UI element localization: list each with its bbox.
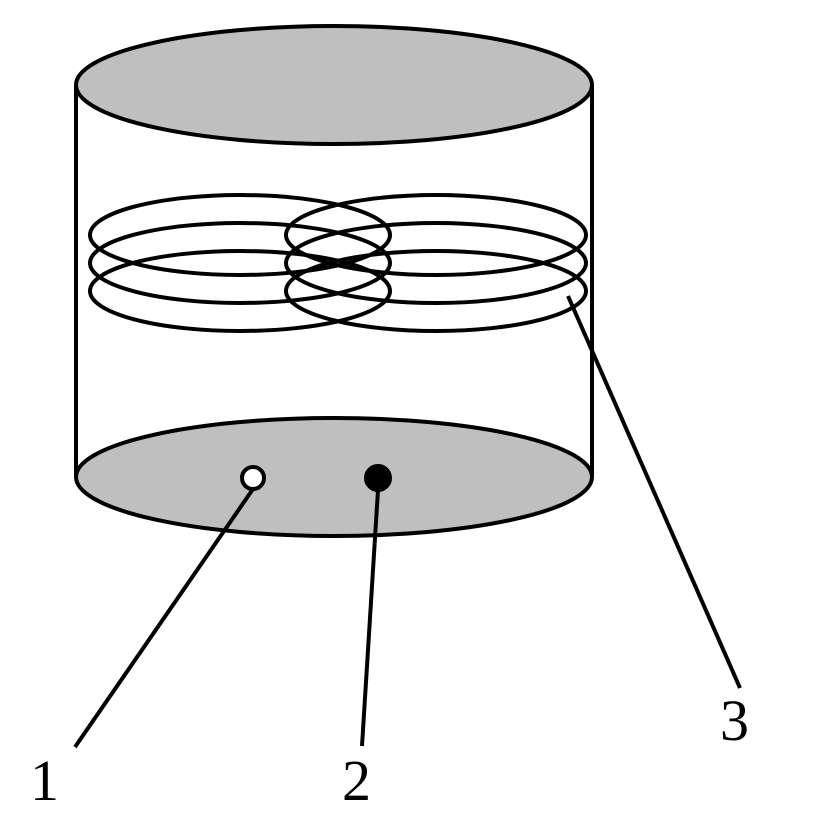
leader-line-3 bbox=[568, 296, 740, 688]
diagram-canvas: 1 2 3 bbox=[0, 0, 838, 824]
leader-line-1 bbox=[75, 489, 253, 747]
cylinder-top bbox=[76, 26, 592, 144]
dot-white bbox=[242, 467, 264, 489]
label-1: 1 bbox=[30, 748, 59, 813]
dot-black bbox=[366, 466, 390, 490]
label-3: 3 bbox=[720, 688, 749, 753]
label-2: 2 bbox=[342, 748, 371, 813]
cylinder-bottom bbox=[76, 418, 592, 536]
